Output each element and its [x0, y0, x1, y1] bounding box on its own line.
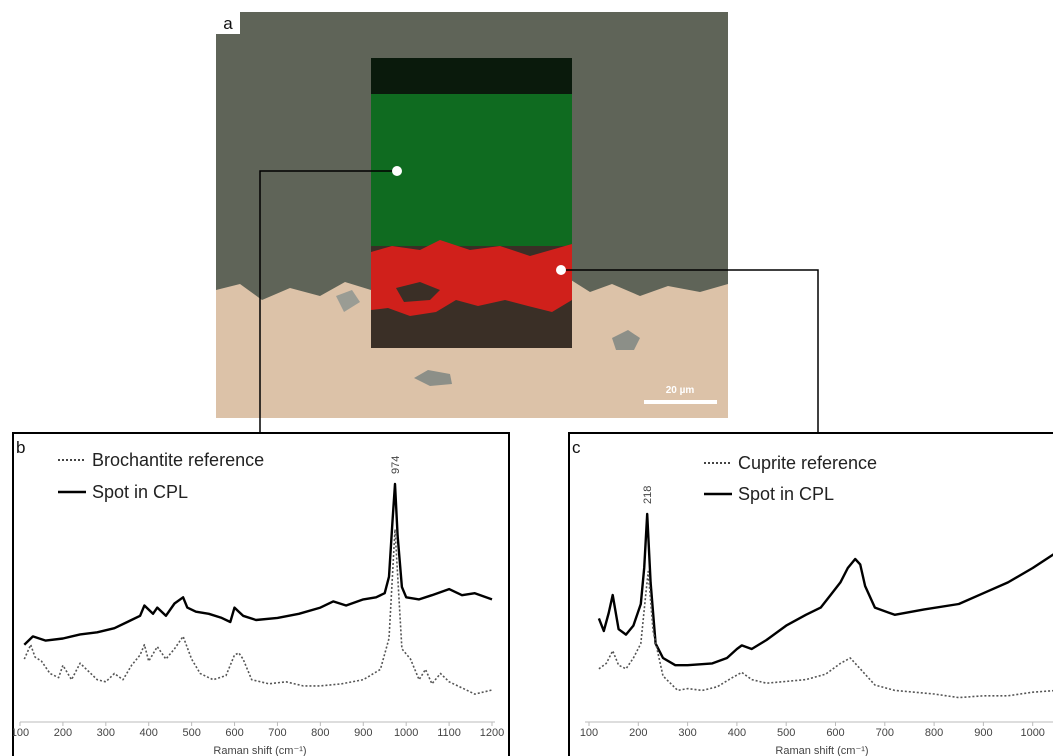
panel-b-tick-label: 1200 [480, 727, 504, 739]
callout-line-to-b [259, 170, 397, 433]
panel-b-tick-label: 100 [11, 727, 29, 739]
panel-b-xlabel: Raman shift (cm⁻¹) [213, 745, 306, 756]
raman-map-top-band [371, 58, 572, 94]
panel-c-tick-label: 100 [580, 727, 598, 739]
panel-b-series-spot [23, 482, 493, 646]
panel-b-tick-label: 700 [268, 727, 286, 739]
panel-b-legend-label-0: Brochantite reference [92, 450, 264, 470]
panel-c-peak-label: 218 [642, 486, 654, 504]
measurement-spot-cuprite [556, 265, 566, 275]
panel-b-series-reference [23, 528, 493, 695]
panel-c-tick-label: 500 [777, 727, 795, 739]
panel-a-label: a [223, 14, 233, 33]
panel-b-tick-label: 200 [54, 727, 72, 739]
panel-c-frame [568, 432, 1053, 756]
panel-b-tick-label: 400 [140, 727, 158, 739]
panel-b-label: b [16, 438, 25, 457]
panel-b-tick-label: 1100 [437, 727, 461, 739]
panel-c-series-spot [597, 512, 1053, 667]
panel-b-spectrum: 100 200 300 400 500 600 700 800 900 1000 1100 1200 … [11, 432, 510, 756]
panel-c-tick-label: 400 [728, 727, 746, 739]
scale-bar-label: 20 µm [666, 385, 695, 396]
corrosion-pit [336, 290, 360, 312]
panel-c-tick-label: 600 [826, 727, 844, 739]
panel-b-frame [12, 432, 510, 756]
measurement-spot-brochantite [392, 166, 402, 176]
panel-b-tick-group: 100 200 300 400 500 600 700 800 900 1000 1100 1200 [11, 722, 504, 739]
scale-bar [644, 400, 717, 404]
panel-c-label: c [572, 438, 581, 457]
panel-b-tick-label: 900 [354, 727, 372, 739]
panel-c-tick-label: 300 [678, 727, 696, 739]
panel-b-tick-label: 600 [225, 727, 243, 739]
panel-b-peak-label: 974 [390, 456, 402, 474]
panel-b-legend-label-1: Spot in CPL [92, 482, 188, 502]
panel-b-tick-label: 500 [182, 727, 200, 739]
panel-c-tick-label: 200 [629, 727, 647, 739]
panel-b-tick-label: 800 [311, 727, 329, 739]
panel-b-tick-label: 300 [97, 727, 115, 739]
raman-map-brochantite-region [371, 94, 572, 246]
panel-c-tick-group: 100 200 300 400 500 600 700 800 900 1000 [580, 722, 1045, 739]
panel-b-tick-label: 1000 [394, 727, 418, 739]
panel-c-series-group [597, 512, 1053, 699]
panel-a-label-box [216, 12, 240, 34]
panel-c-tick-label: 800 [925, 727, 943, 739]
callout-line-to-c [561, 269, 819, 433]
corrosion-pit [414, 370, 452, 386]
panel-b-series-group [23, 482, 493, 695]
panel-c-spectrum: 100 200 300 400 500 600 700 800 900 1000 218 Rama… [568, 432, 1053, 756]
panel-c-xlabel: Raman shift (cm⁻¹) [775, 745, 868, 756]
panel-c-series-reference [598, 570, 1053, 699]
corrosion-pit [612, 330, 640, 350]
panel-c-legend-label-1: Spot in CPL [738, 484, 834, 504]
raman-map-cuprite-gap [396, 282, 440, 302]
panel-a-micrograph: 20 µm [216, 12, 728, 418]
panel-c-legend-label-0: Cuprite reference [738, 453, 877, 473]
panel-c-tick-label: 900 [974, 727, 992, 739]
panel-c-tick-label: 700 [876, 727, 894, 739]
panel-c-tick-label: 1000 [1020, 727, 1044, 739]
metal-substrate-lower [216, 346, 728, 418]
